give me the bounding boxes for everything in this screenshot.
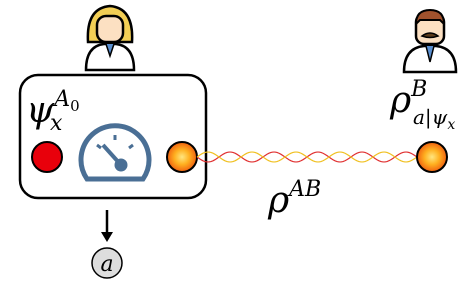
alice-icon	[86, 6, 134, 70]
shared-state-label: ρAB	[267, 177, 321, 221]
entanglement-wave	[197, 152, 417, 162]
bob-icon	[404, 10, 456, 72]
gauge	[81, 126, 149, 179]
alice-particle	[167, 142, 197, 172]
arrowhead	[101, 232, 113, 242]
bob-particle	[417, 142, 447, 172]
diagram: a ψA0x ρBa|ψx ρAB	[0, 0, 476, 285]
red-light	[32, 142, 62, 172]
outcome-label: a	[100, 252, 113, 277]
